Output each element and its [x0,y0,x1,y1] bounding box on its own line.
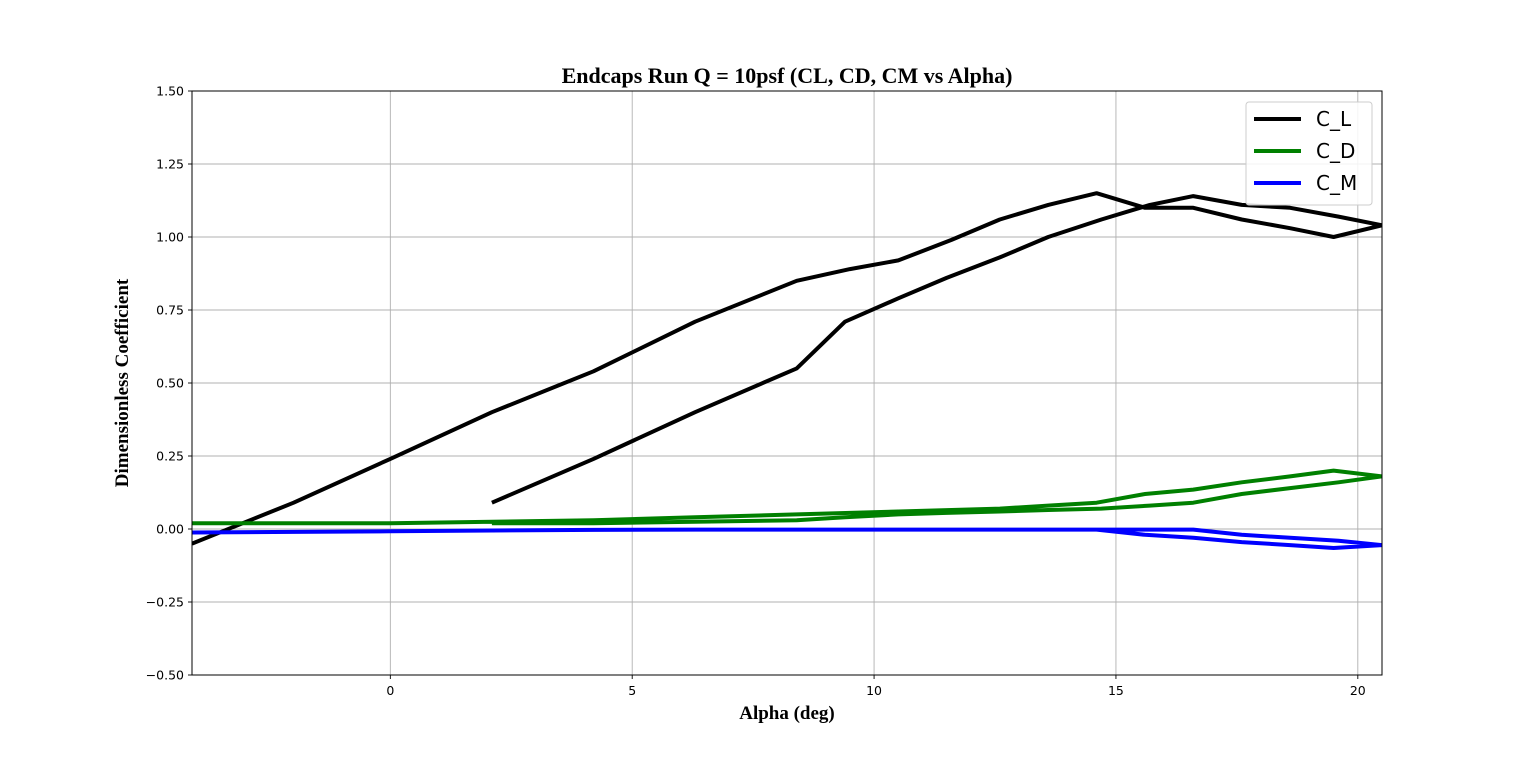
legend-label: C_L [1316,107,1352,131]
y-tick-label: 1.00 [156,230,184,245]
x-tick-label: 0 [386,683,394,698]
y-tick-label: 0.25 [156,449,184,464]
x-tick-label: 5 [628,683,636,698]
legend-box [1245,101,1373,206]
y-tick-label: 0.50 [156,376,184,391]
x-axis-label: Alpha (deg) [739,703,835,724]
series-lines [192,191,1382,550]
x-tick-label: 10 [866,683,882,698]
y-tick-label: 0.00 [156,522,184,537]
y-axis-label: Dimensionless Coefficient [112,278,133,487]
series-line-c-d [192,468,1382,526]
series-line-c-m [192,527,1382,550]
y-tick-label: 0.75 [156,303,184,318]
legend: C_L C_D C_M [1245,101,1373,206]
axis-ticks: 0 5 10 15 20 −0.50 −0.25 0.00 0.25 0.50 0.75 1.00 1.… [146,84,1366,699]
x-tick-label: 15 [1108,683,1124,698]
legend-label: C_D [1316,139,1355,163]
x-tick-label: 20 [1350,683,1366,698]
y-tick-label: 1.25 [156,157,184,172]
legend-label: C_M [1316,171,1357,195]
y-tick-label: −0.25 [146,595,184,610]
chart-title: Endcaps Run Q = 10psf (CL, CD, CM vs Alp… [562,63,1013,88]
y-tick-label: −0.50 [146,668,184,683]
y-tick-label: 1.50 [156,84,184,99]
grid [192,90,1382,676]
series-line-c-l [192,191,1382,546]
